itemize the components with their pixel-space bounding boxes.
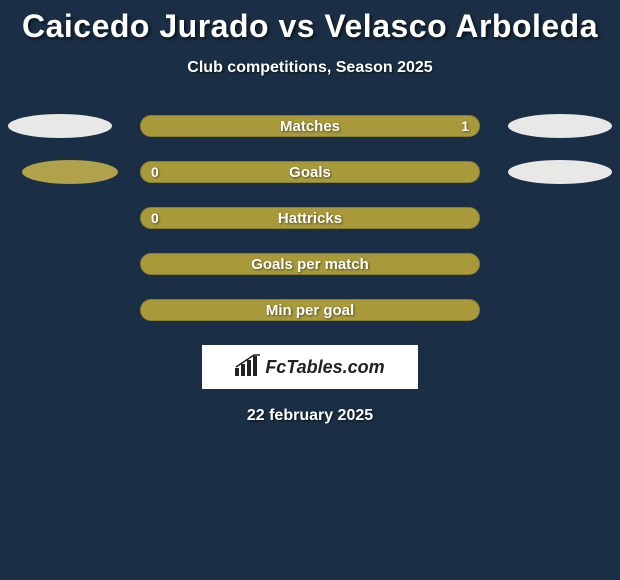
stat-value-left: 0 bbox=[151, 164, 159, 180]
logo-text: FcTables.com bbox=[265, 357, 384, 378]
stat-label: Goals per match bbox=[251, 256, 369, 273]
stat-row: 0 Hattricks bbox=[0, 207, 620, 229]
stat-label: Matches bbox=[280, 118, 340, 135]
stat-row: 0 Goals bbox=[0, 161, 620, 183]
stat-row: Goals per match bbox=[0, 253, 620, 275]
stat-rows: Matches 1 0 Goals 0 Hattricks bbox=[0, 115, 620, 321]
stat-value-left: 0 bbox=[151, 210, 159, 226]
stat-label: Hattricks bbox=[278, 210, 342, 227]
indicator-ellipse-left bbox=[8, 114, 112, 138]
page-subtitle: Club competitions, Season 2025 bbox=[0, 59, 620, 77]
stat-row: Matches 1 bbox=[0, 115, 620, 137]
indicator-ellipse-right bbox=[508, 114, 612, 138]
stat-label: Min per goal bbox=[266, 302, 354, 319]
stat-bar-hattricks: 0 Hattricks bbox=[140, 207, 480, 229]
logo-chart-icon bbox=[235, 354, 261, 381]
indicator-ellipse-right bbox=[508, 160, 612, 184]
page-title: Caicedo Jurado vs Velasco Arboleda bbox=[0, 8, 620, 45]
logo-box: FcTables.com bbox=[202, 345, 418, 389]
date-text: 22 february 2025 bbox=[0, 407, 620, 425]
stat-bar-min-per-goal: Min per goal bbox=[140, 299, 480, 321]
stat-bar-goals: 0 Goals bbox=[140, 161, 480, 183]
infographic-container: Caicedo Jurado vs Velasco Arboleda Club … bbox=[0, 0, 620, 425]
indicator-ellipse-left bbox=[22, 160, 118, 184]
stat-value-right: 1 bbox=[461, 118, 469, 134]
stat-row: Min per goal bbox=[0, 299, 620, 321]
stat-label: Goals bbox=[289, 164, 331, 181]
stat-bar-goals-per-match: Goals per match bbox=[140, 253, 480, 275]
stat-bar-matches: Matches 1 bbox=[140, 115, 480, 137]
